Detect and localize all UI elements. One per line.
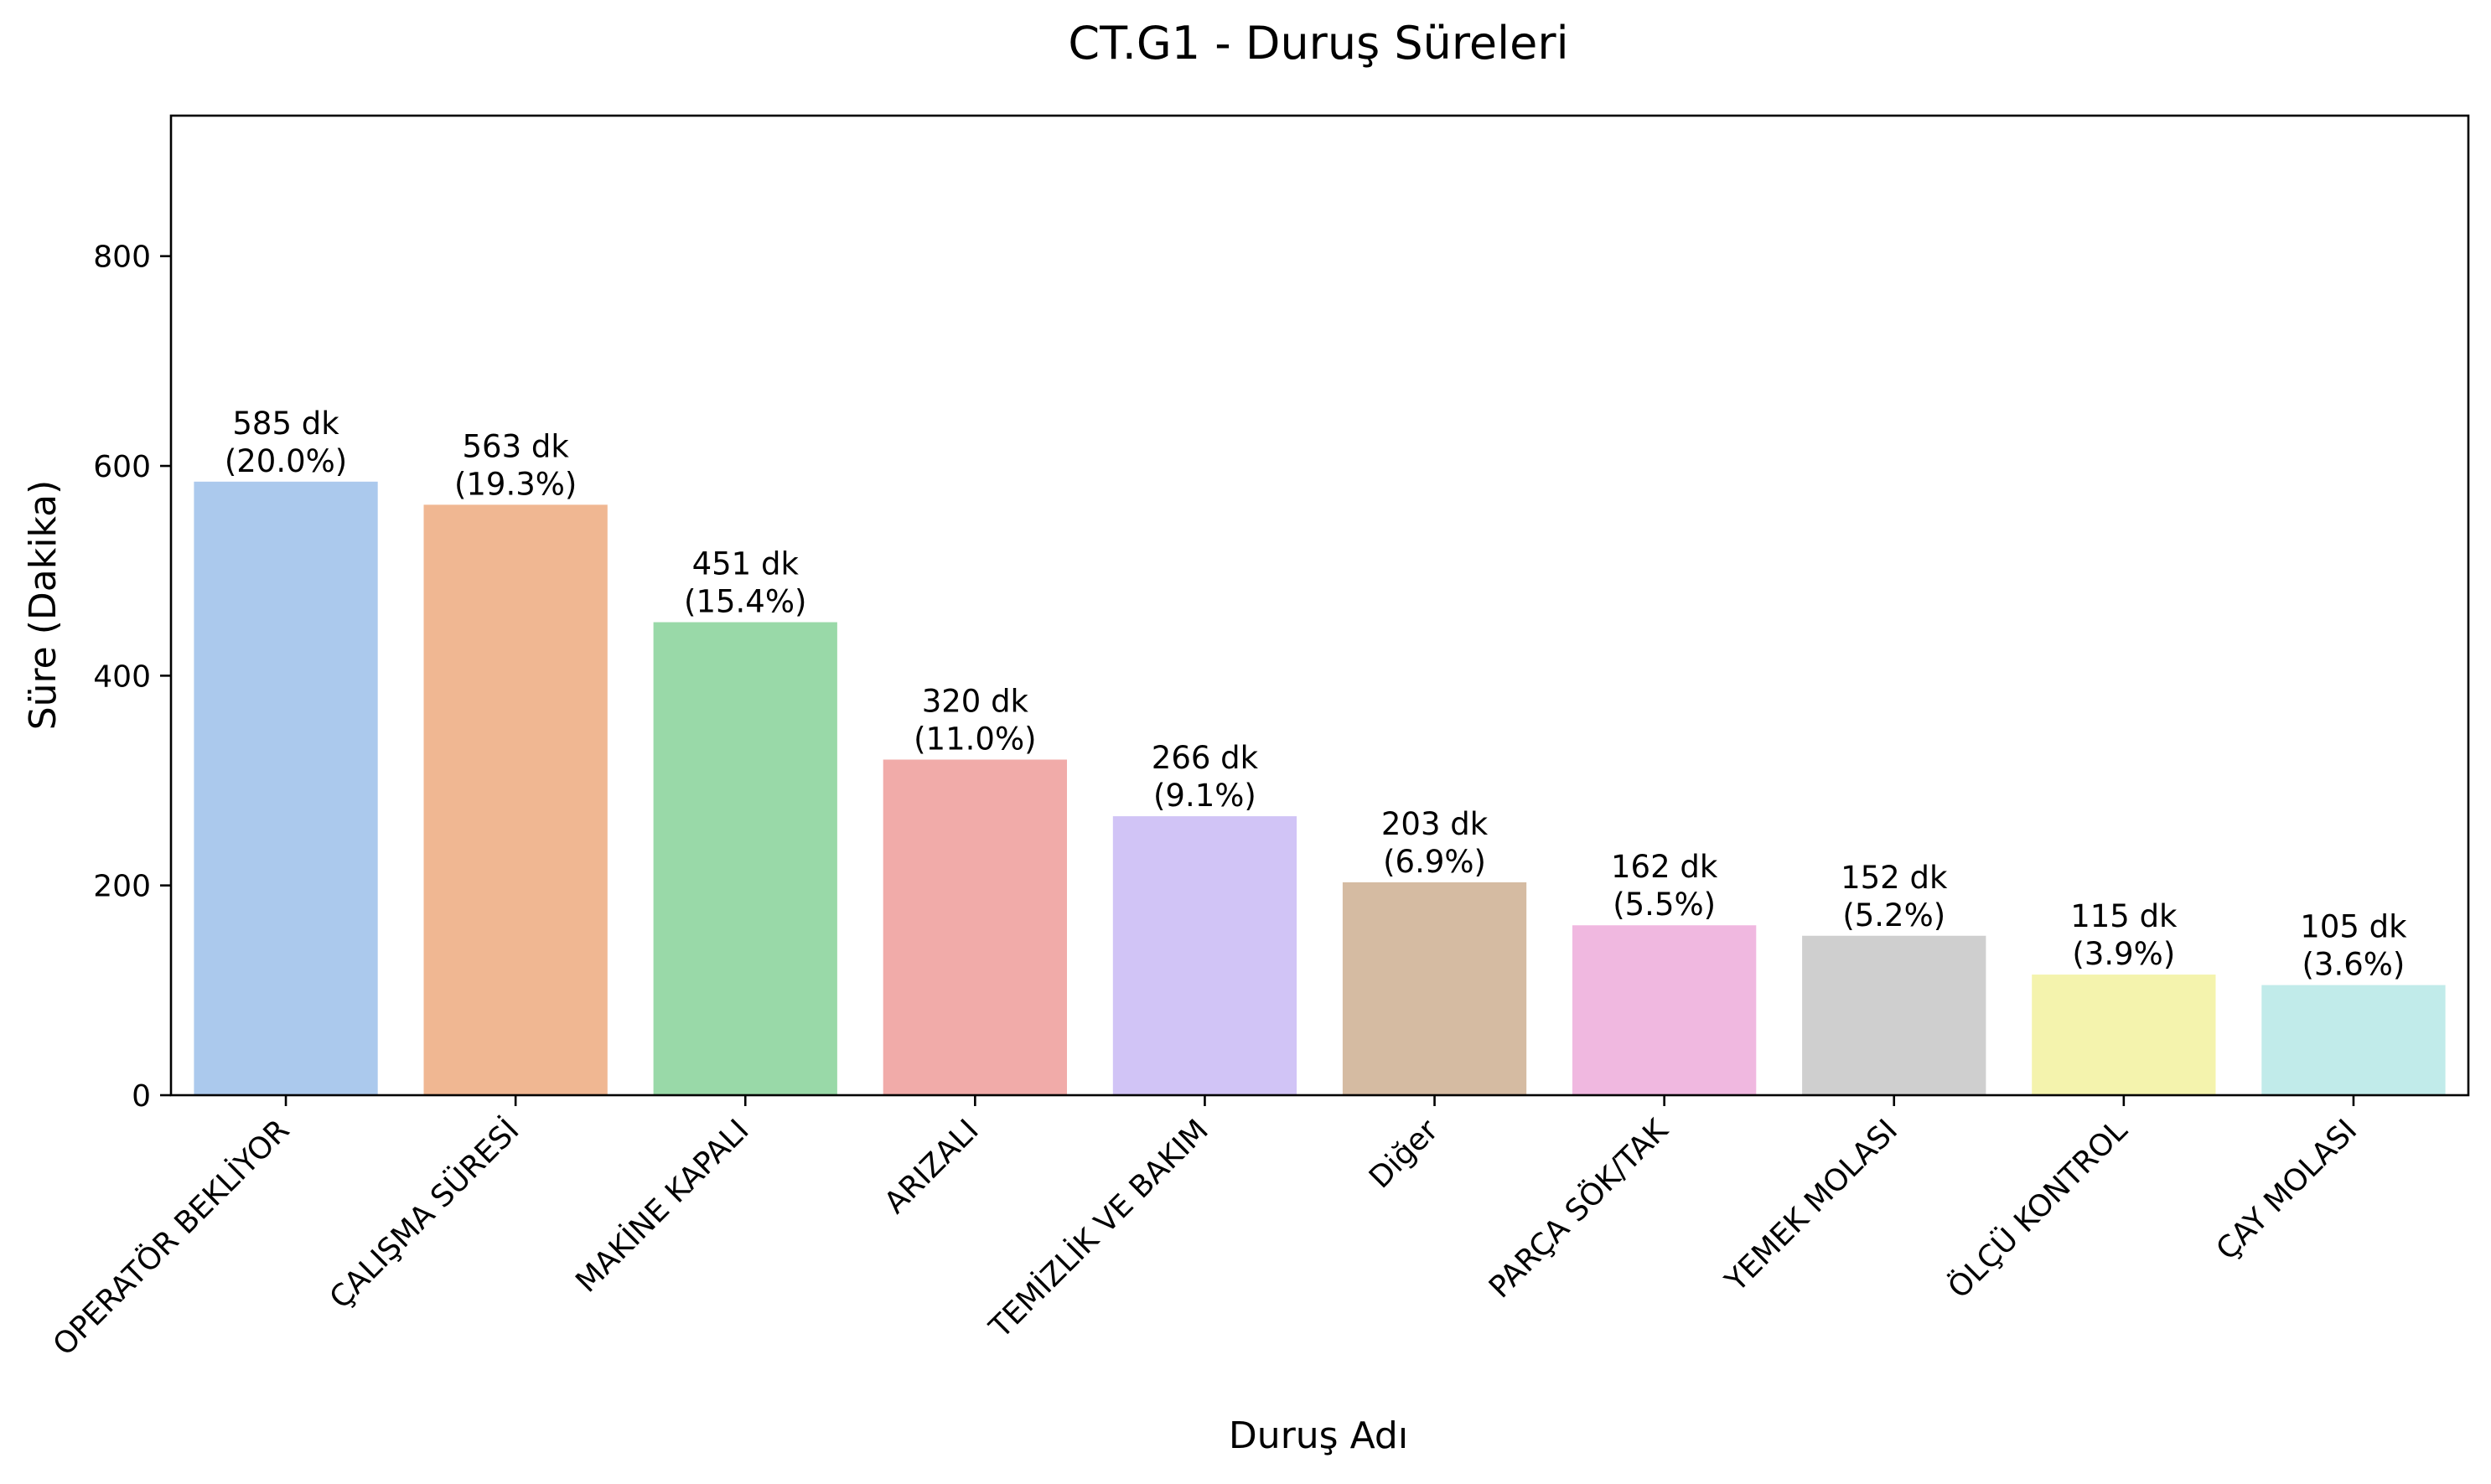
y-axis-title: Süre (Dakika) [22, 480, 65, 731]
bar-percent-label-1: (20.0%) [225, 443, 347, 479]
bar-value-label-8: 152 dk [1841, 860, 1948, 896]
bar-percent-label-9: (3.9%) [2072, 936, 2175, 972]
bar-percent-label-10: (3.6%) [2302, 947, 2406, 983]
bars-group [194, 481, 2446, 1095]
data-labels-group: 585 dk(20.0%) 563 dk(19.3%) 451 dk(15.4%) 3… [225, 406, 2407, 983]
bar-value-label-6: 203 dk [1381, 806, 1489, 842]
x-tick-label-3: MAKİNE KAPALI [569, 1113, 756, 1300]
bar-percent-label-7: (5.5%) [1613, 887, 1716, 923]
x-tick-label-1: OPERATÖR BEKLİYOR [46, 1113, 296, 1362]
x-tick-label-5: TEMİZLİK VE BAKIM [982, 1113, 1215, 1346]
bar-percent-label-4: (11.0%) [914, 721, 1036, 757]
bar-value-label-2: 563 dk [463, 428, 570, 464]
x-tick-label-8: YEMEK MOLASI [1718, 1113, 1904, 1299]
y-tick-label-5: 800 [93, 240, 151, 275]
bar-8 [1802, 935, 1986, 1095]
bar-value-label-10: 105 dk [2300, 909, 2407, 945]
y-tick-label-4: 600 [93, 450, 151, 484]
bar-9 [2032, 975, 2216, 1095]
bar-3 [653, 622, 837, 1095]
bar-percent-label-8: (5.2%) [1842, 897, 1945, 933]
y-axis: 0 200 400 600 800 [93, 240, 171, 1114]
x-tick-label-2: ÇALIŞMA SÜRESİ [323, 1113, 526, 1316]
y-tick-label-3: 400 [93, 659, 151, 694]
bar-value-label-1: 585 dk [232, 406, 339, 442]
chart-title: CT.G1 - Duruş Süreleri [1068, 17, 1568, 70]
bar-percent-label-2: (19.3%) [454, 466, 577, 502]
bar-value-label-9: 115 dk [2070, 898, 2178, 934]
bar-value-label-5: 266 dk [1152, 740, 1259, 776]
x-tick-label-10: ÇAY MOLASI [2210, 1113, 2364, 1267]
bar-percent-label-5: (9.1%) [1153, 778, 1256, 814]
bar-10 [2261, 985, 2446, 1095]
bar-value-label-7: 162 dk [1611, 849, 1718, 885]
bar-value-label-4: 320 dk [922, 683, 1029, 719]
x-axis-title: Duruş Adı [1229, 1414, 1408, 1457]
bar-2 [423, 504, 608, 1095]
y-tick-label-2: 200 [93, 870, 151, 904]
x-tick-label-9: ÖLÇÜ KONTROL [1941, 1113, 2134, 1306]
bar-value-label-3: 451 dk [692, 546, 800, 582]
x-axis: OPERATÖR BEKLİYOR ÇALIŞMA SÜRESİ MAKİNE KA… [46, 1095, 2364, 1362]
bar-percent-label-6: (6.9%) [1383, 844, 1486, 880]
bar-6 [1342, 882, 1527, 1095]
plot-frame [169, 114, 2470, 1097]
x-tick-label-7: PARÇA SÖK/TAK [1482, 1112, 1675, 1306]
bar-percent-label-3: (15.4%) [684, 584, 806, 620]
x-tick-label-4: ARIZALI [878, 1113, 986, 1220]
bar-4 [883, 759, 1067, 1095]
bar-7 [1572, 925, 1757, 1095]
bar-5 [1112, 816, 1297, 1095]
y-tick-label-1: 0 [132, 1079, 151, 1114]
x-tick-label-6: Diğer [1363, 1113, 1445, 1195]
bar-1 [194, 481, 378, 1095]
